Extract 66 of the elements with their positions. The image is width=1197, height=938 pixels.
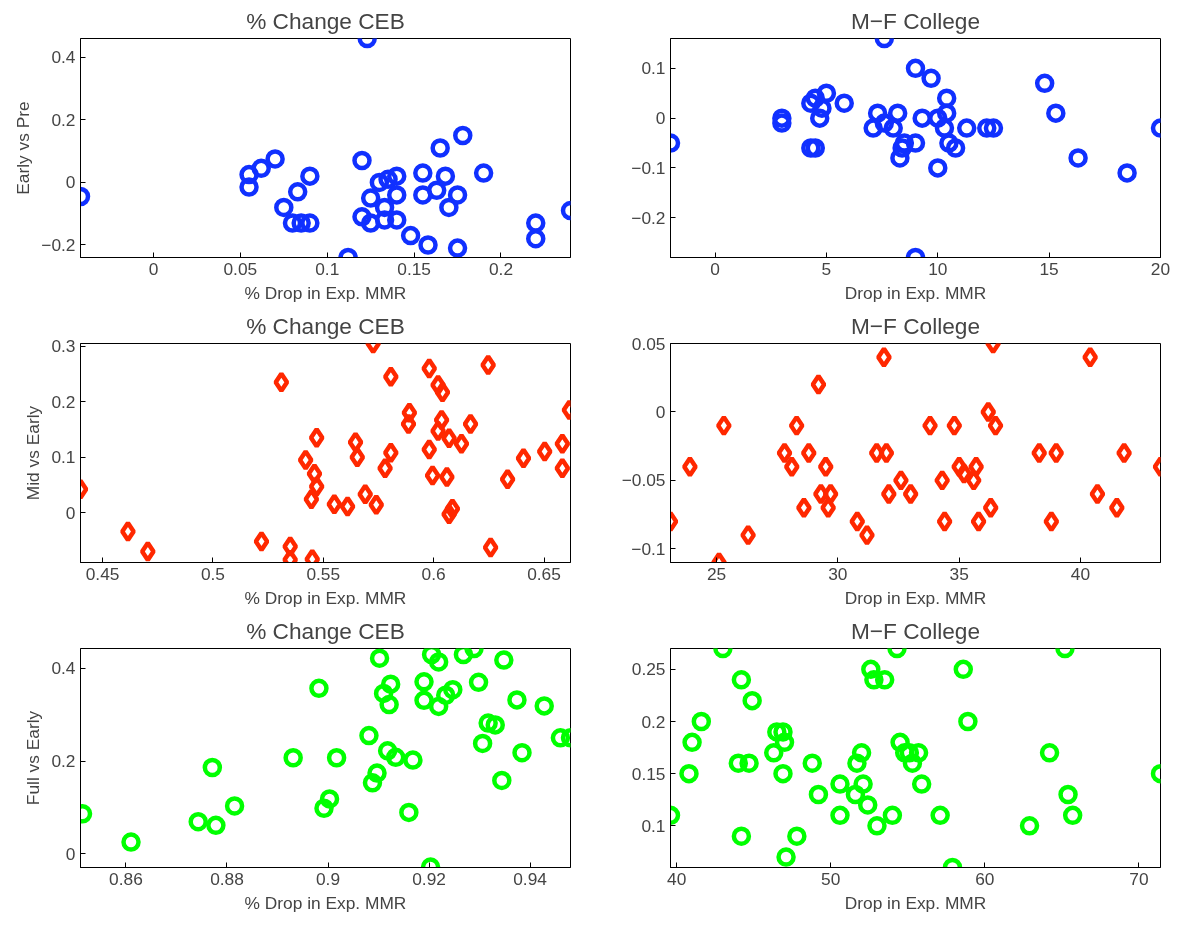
- y-tick-label: 0.25: [631, 659, 666, 680]
- y-tick-label: 0.2: [51, 751, 76, 772]
- x-tick-label: 0.15: [397, 258, 431, 279]
- y-tick-label: 0: [65, 843, 76, 864]
- y-axis-title: Mid vs Early: [23, 405, 44, 501]
- x-tick-label: 0.55: [306, 563, 341, 584]
- chart-title: % Change CEB: [246, 7, 405, 34]
- x-tick-label: 0.5: [200, 563, 225, 584]
- y-tick-label: 0.4: [51, 47, 76, 68]
- y-tick-label: 0: [655, 401, 666, 422]
- x-tick-label: 40: [667, 868, 687, 889]
- x-tick-label: 40: [1070, 563, 1091, 584]
- y-tick-label: 0.15: [631, 763, 666, 784]
- y-tick-label: −0.05: [621, 470, 666, 491]
- y-axis-title: Full vs Early: [23, 710, 44, 806]
- x-tick-label: 0.86: [109, 868, 143, 889]
- x-tick-label: 0.9: [315, 868, 341, 889]
- x-tick-label: 35: [949, 563, 969, 584]
- y-tick-label: 0.4: [51, 658, 76, 679]
- y-tick-label: 0.1: [641, 58, 666, 79]
- chart-title: M−F College: [850, 617, 981, 644]
- y-tick-label: −0.1: [631, 538, 666, 559]
- x-tick-label: 0.65: [527, 563, 561, 584]
- x-axis-title: Drop in Exp. MMR: [844, 282, 987, 303]
- y-tick-label: 0: [65, 502, 76, 523]
- x-axis-title: Drop in Exp. MMR: [844, 587, 987, 608]
- x-tick-label: 0.1: [315, 258, 340, 279]
- chart-title: % Change CEB: [246, 617, 405, 644]
- x-tick-label: 15: [1039, 258, 1059, 279]
- y-tick-label: 0.3: [51, 336, 76, 357]
- x-tick-label: 0.2: [488, 258, 514, 279]
- x-tick-label: 20: [1150, 258, 1171, 279]
- x-tick-label: 0.88: [210, 868, 244, 889]
- x-tick-label: 60: [975, 868, 995, 889]
- x-tick-label: 0: [148, 258, 159, 279]
- x-tick-label: 0.92: [412, 868, 446, 889]
- chart-title: % Change CEB: [246, 312, 405, 339]
- y-tick-label: 0: [65, 172, 76, 193]
- x-tick-label: 50: [821, 868, 841, 889]
- y-tick-label: 0.2: [51, 109, 76, 130]
- y-tick-label: 0.1: [641, 815, 666, 836]
- chart-title: M−F College: [850, 312, 981, 339]
- y-tick-label: 0: [655, 108, 666, 129]
- y-tick-label: 0.2: [51, 391, 76, 412]
- x-tick-label: 25: [706, 563, 727, 584]
- x-tick-label: 0.6: [421, 563, 446, 584]
- x-axis-title: Drop in Exp. MMR: [844, 892, 987, 913]
- x-axis-title: % Drop in Exp. MMR: [244, 587, 407, 608]
- x-tick-label: 30: [828, 563, 848, 584]
- x-tick-label: 70: [1129, 868, 1149, 889]
- y-axis-title: Early vs Pre: [13, 101, 34, 195]
- x-tick-label: 0: [710, 258, 720, 279]
- y-tick-label: 0.05: [631, 333, 666, 354]
- y-tick-label: 0.2: [641, 711, 666, 732]
- y-tick-label: 0.1: [51, 447, 76, 468]
- x-tick-label: 0.94: [513, 868, 548, 889]
- y-tick-label: −0.2: [41, 234, 76, 255]
- x-tick-label: 0.05: [223, 258, 258, 279]
- x-tick-label: 10: [928, 258, 948, 279]
- x-tick-label: 5: [821, 258, 832, 279]
- y-tick-label: −0.2: [631, 207, 666, 228]
- y-tick-label: −0.1: [631, 157, 666, 178]
- x-tick-label: 0.45: [85, 563, 120, 584]
- chart-title: M−F College: [850, 7, 981, 34]
- x-axis-title: % Drop in Exp. MMR: [244, 892, 407, 913]
- x-axis-title: % Drop in Exp. MMR: [244, 282, 407, 303]
